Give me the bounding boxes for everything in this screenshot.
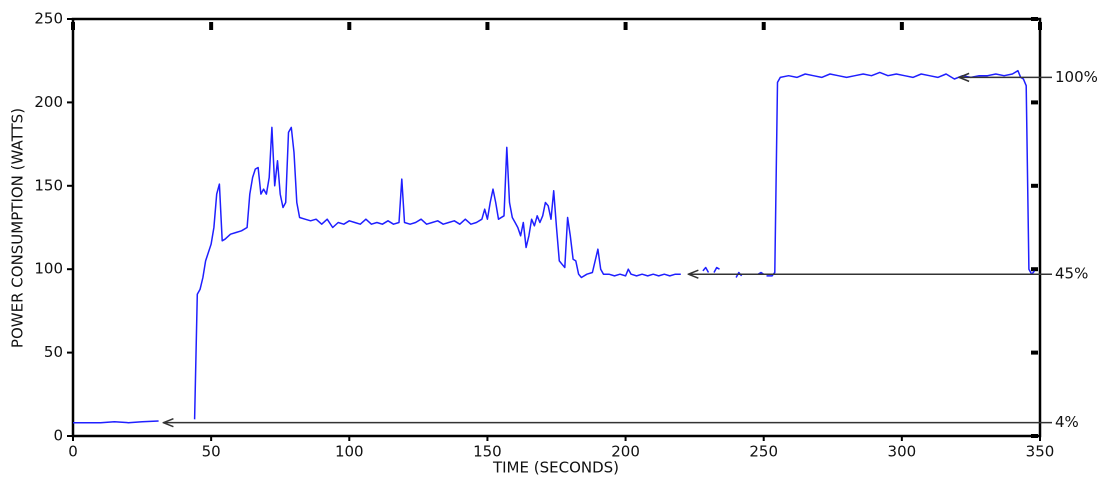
x-tick-label: 200 [611, 443, 640, 461]
x-axis-label: TIME (SECONDS) [492, 459, 619, 477]
x-tick-label: 100 [335, 443, 364, 461]
annotation-text: 100% [1055, 68, 1098, 86]
x-tick-label: 50 [202, 443, 221, 461]
x-tick-label: 0 [68, 443, 78, 461]
x-tick-label: 300 [888, 443, 917, 461]
annotation-text: 4% [1055, 413, 1079, 431]
annotation-text: 45% [1055, 265, 1088, 283]
y-axis-label: POWER CONSUMPTION (WATTS) [9, 108, 27, 348]
y-tick-label: 200 [34, 93, 63, 111]
plot-frame [71, 17, 1042, 438]
x-tick-label: 150 [473, 443, 502, 461]
x-tick-label: 250 [749, 443, 778, 461]
x-tick-label: 350 [1026, 443, 1055, 461]
y-tick-label: 50 [44, 343, 63, 361]
data-line [73, 69, 1036, 424]
y-tick-label: 250 [34, 10, 63, 28]
y-tick-label: 100 [34, 260, 63, 278]
y-tick-label: 150 [34, 176, 63, 194]
y-tick-label: 0 [53, 427, 63, 445]
